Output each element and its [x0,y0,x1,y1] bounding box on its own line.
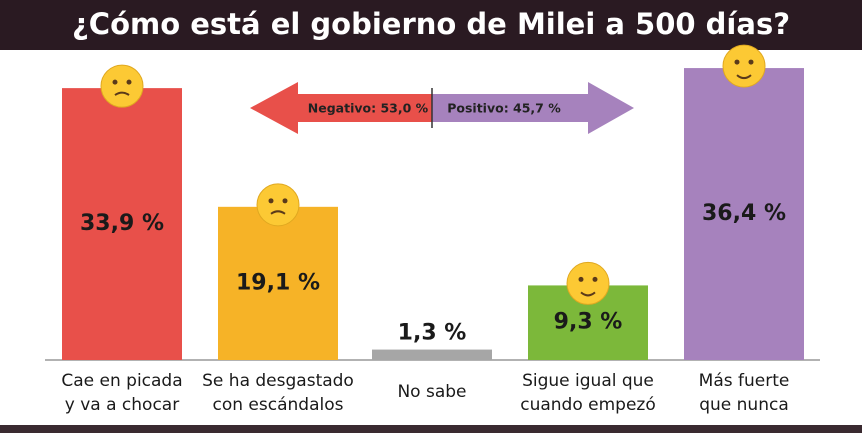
value-label: 19,1 % [236,270,320,295]
value-label: 9,3 % [554,310,623,335]
emoji-eye [126,79,132,85]
emoji-eye [268,198,274,204]
bar [218,206,338,360]
x-tick-label: cuando empezó [520,395,656,415]
emoji-mouth [270,210,286,215]
bar [684,68,804,361]
positive-label: Positivo: 45,7 % [447,101,561,116]
negative-arrow [250,82,432,134]
x-tick-label: y va a chocar [65,395,179,415]
emoji-mouth [114,91,130,96]
x-tick-label: Cae en picada [61,371,182,391]
emoji-eye [734,59,740,65]
chart-title: ¿Cómo está el gobierno de Milei a 500 dí… [72,7,790,41]
x-tick-label: Sigue igual que [522,371,654,391]
emoji-eye [592,276,598,282]
value-label: 33,9 % [80,211,164,236]
title-bar [0,0,862,50]
emoji-eye [748,59,754,65]
emoji-face [722,44,766,88]
x-tick-label: con escándalos [213,395,344,415]
emoji-face [100,64,144,108]
emoji-eye [282,198,288,204]
value-label: 1,3 % [398,321,467,346]
x-tick-label: Más fuerte [699,371,790,391]
x-tick-label: No sabe [397,382,466,402]
bar [62,88,182,360]
emoji-mouth [736,74,752,80]
emoji-mouth [580,291,596,297]
negative-label: Negativo: 53,0 % [308,101,429,116]
emoji-face [566,261,610,305]
x-tick-label: Se ha desgastado [202,371,354,391]
value-label: 36,4 % [702,201,786,226]
emoji-face [256,183,300,227]
x-tick-label: que nunca [699,395,789,415]
positive-arrow [432,82,634,134]
bar [372,349,492,360]
emoji-eye [112,79,118,85]
emoji-eye [578,276,584,282]
bottom-strip [0,425,862,433]
